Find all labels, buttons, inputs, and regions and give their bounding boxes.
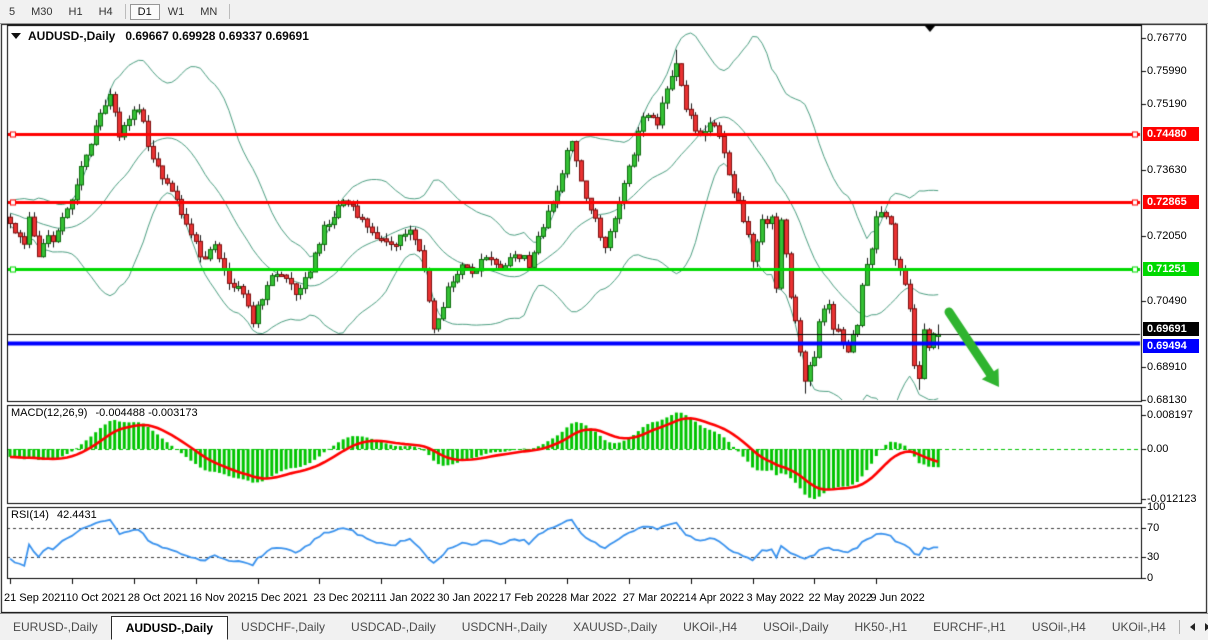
price-tick-label: 0.70490	[1147, 294, 1187, 307]
rsi-tick-label: 0	[1147, 572, 1154, 584]
rsi-value: 42.4431	[56, 509, 97, 521]
chart-tab-usdcnhdaily[interactable]: USDCNH-,Daily	[461, 620, 548, 634]
timeframe-button-h4[interactable]: H4	[98, 5, 113, 18]
rsi-tick-label: 30	[1147, 551, 1160, 563]
price-level-badge: 0.69494	[1143, 338, 1199, 353]
tab-scroll-right-icon[interactable]	[1204, 623, 1208, 631]
chart-symbol-label: AUDUSD-,Daily	[28, 29, 116, 43]
price-tick-label: 0.75990	[1147, 64, 1187, 77]
date-tick-label: 30 Jan 2022	[437, 592, 498, 604]
price-tick-label: 0.72050	[1147, 229, 1187, 242]
chart-canvas[interactable]	[0, 0, 1208, 613]
price-level-badge: 0.69691	[1143, 322, 1199, 337]
date-tick-label: 16 Nov 2021	[189, 592, 253, 604]
chart-tab-usdcaddaily[interactable]: USDCAD-,Daily	[351, 620, 436, 634]
timeframe-button-5[interactable]: 5	[9, 5, 16, 18]
date-tick-label: 28 Oct 2021	[127, 592, 188, 604]
date-tick-label: 21 Sep 2021	[4, 592, 67, 604]
toolbar-separator	[124, 4, 126, 19]
chart-tab-xauusddaily[interactable]: XAUUSD-,Daily	[573, 620, 658, 634]
price-tick-label: 0.68130	[1147, 393, 1187, 406]
price-tick-label: 0.75190	[1147, 98, 1187, 111]
macd-values: -0.004488 -0.003173	[95, 407, 198, 419]
macd-name: MACD(12,26,9)	[11, 407, 88, 419]
rsi-tick-label: 100	[1147, 501, 1166, 513]
symbol-tabbar: EURUSD-,Daily AUDUSD-,Daily USDCHF-,Daily U…	[0, 613, 1208, 640]
price-tick-label: 0.68910	[1147, 361, 1187, 374]
date-tick-label: 27 Mar 2022	[622, 592, 685, 604]
chart-tab-ukoilh4[interactable]: UKOil-,H4	[1111, 620, 1166, 634]
macd-label: MACD(12,26,9) -0.004488 -0.003173	[11, 407, 198, 419]
date-tick-label: 14 Apr 2022	[684, 592, 745, 604]
chart-tab-audusddaily[interactable]: AUDUSD-,Daily	[110, 616, 229, 640]
symbol-dropdown-icon[interactable]	[11, 33, 21, 39]
price-tick-label: 0.76770	[1147, 32, 1187, 45]
chart-tab-eurchfh1[interactable]: EURCHF-,H1	[933, 620, 1006, 634]
rsi-name: RSI(14)	[11, 509, 49, 521]
macd-tick-label: 0.008197	[1147, 409, 1193, 421]
macd-tick-label: 0.00	[1147, 443, 1169, 455]
timeframe-button-mn[interactable]: MN	[200, 5, 218, 18]
tab-scroll-controls	[1178, 620, 1208, 634]
chart-tab-usoildaily[interactable]: USOil-,Daily	[763, 620, 829, 634]
timeframe-toolbar: 5 M30 H1 H4 D1 W1 MN	[0, 0, 1208, 23]
timeframe-button-h1[interactable]: H1	[68, 5, 83, 18]
timeframe-button-w1[interactable]: W1	[167, 5, 185, 18]
tab-divider	[1178, 620, 1180, 634]
date-tick-label: 23 Dec 2021	[313, 592, 376, 604]
toolbar-separator	[229, 4, 231, 19]
date-tick-label: 11 Jan 2022	[375, 592, 436, 604]
price-level-badge: 0.74480	[1143, 127, 1199, 141]
chart-tab-hk50h1[interactable]: HK50-,H1	[854, 620, 908, 634]
price-level-badge: 0.71251	[1143, 262, 1199, 277]
date-tick-label: 22 May 2022	[808, 592, 873, 604]
chart-tab-eurusddaily[interactable]: EURUSD-,Daily	[13, 620, 98, 634]
chart-tab-usoilh4[interactable]: USOil-,H4	[1031, 620, 1086, 634]
date-tick-label: 5 Dec 2021	[251, 592, 308, 604]
macd-tick-label: -0.012123	[1147, 493, 1197, 505]
chart-tab-ukoilh4[interactable]: UKOil-,H4	[683, 620, 738, 634]
rsi-label: RSI(14) 42.4431	[11, 509, 97, 521]
chart-tab-usdchfdaily[interactable]: USDCHF-,Daily	[241, 620, 326, 634]
price-level-badge: 0.72865	[1143, 194, 1199, 209]
chart-title: AUDUSD-,Daily 0.69667 0.69928 0.69337 0.…	[11, 29, 309, 43]
toolbar-divider	[0, 23, 1208, 24]
date-tick-label: 8 Mar 2022	[560, 592, 617, 604]
timeframe-button-m30[interactable]: M30	[31, 5, 53, 18]
date-tick-label: 10 Oct 2021	[65, 592, 126, 604]
tab-scroll-left-icon[interactable]	[1189, 623, 1195, 631]
date-tick-label: 3 May 2022	[746, 592, 805, 604]
timeframe-button-d1[interactable]: D1	[129, 3, 160, 20]
date-tick-label: 17 Feb 2022	[499, 592, 561, 604]
date-tick-label: 9 Jun 2022	[870, 592, 925, 604]
rsi-tick-label: 70	[1147, 522, 1160, 534]
chart-ohlc-values: 0.69667 0.69928 0.69337 0.69691	[125, 29, 309, 43]
price-tick-label: 0.73630	[1147, 163, 1187, 176]
